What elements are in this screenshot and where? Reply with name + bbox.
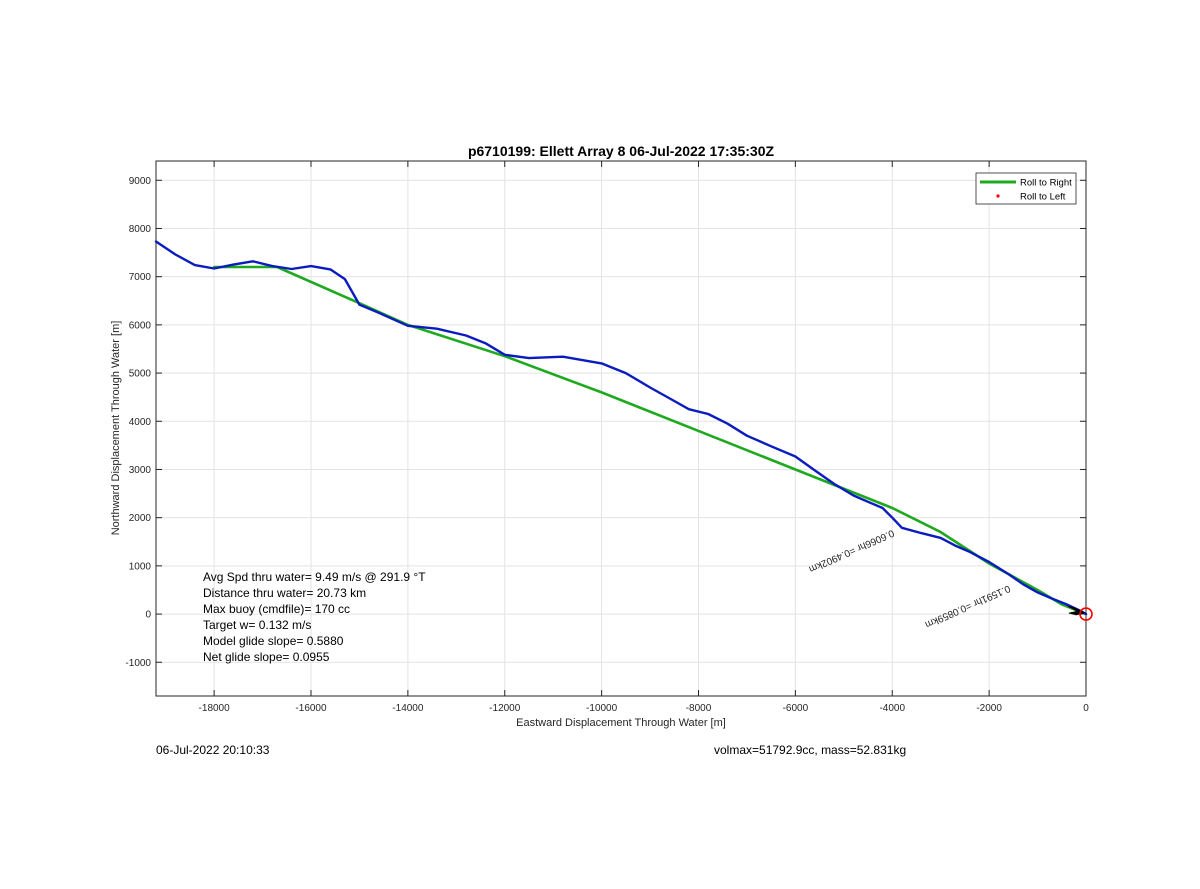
legend-box <box>975 172 1077 205</box>
segment-annotation: 0.1591hr =0.0859km <box>923 582 1012 629</box>
x-tick-label: -10000 <box>586 703 618 714</box>
ticks: -18000 -16000 -14000 -12000 -10000 -8000 -6000… <box>125 161 1089 714</box>
heading-arrow <box>1067 605 1080 614</box>
x-tick-label: -16000 <box>295 703 327 714</box>
chart-title: p6710199: Ellett Array 8 06-Jul-2022 17:… <box>468 143 775 159</box>
legend-swatch-roll-to-left <box>996 194 1000 198</box>
series-line-track <box>154 240 1088 616</box>
series <box>154 240 1088 616</box>
y-tick-label: 8000 <box>129 224 152 235</box>
y-tick-label: 9000 <box>129 176 152 187</box>
y-tick-label: 0 <box>145 610 151 621</box>
stat-model-glide-slope: Model glide slope= 0.5880 <box>203 634 344 648</box>
legend-label-roll-to-right: Roll to Right <box>1020 178 1072 189</box>
y-tick-label: -1000 <box>125 658 151 669</box>
x-tick-label: -12000 <box>489 703 521 714</box>
x-tick-label: -2000 <box>976 703 1002 714</box>
x-tick-label: -8000 <box>686 703 712 714</box>
x-tick-label: -6000 <box>783 703 809 714</box>
segment-annotation: 0.6066hr =0.4902km <box>807 527 896 574</box>
series-line-roll-to-right <box>212 265 1088 616</box>
stat-max-buoy: Max buoy (cmdfile)= 170 cc <box>203 602 350 616</box>
stat-distance: Distance thru water= 20.73 km <box>203 586 366 600</box>
plot-area-frame <box>155 160 1087 697</box>
footer-timestamp: 06-Jul-2022 20:10:33 <box>156 743 270 757</box>
x-tick-label: -4000 <box>879 703 905 714</box>
x-tick-label: 0 <box>1083 703 1089 714</box>
y-tick-label: 1000 <box>129 561 152 572</box>
y-tick-label: 7000 <box>129 272 152 283</box>
y-tick-label: 2000 <box>129 513 152 524</box>
stat-net-glide-slope: Net glide slope= 0.0955 <box>203 650 330 664</box>
stat-target-w: Target w= 0.132 m/s <box>203 618 311 632</box>
y-tick-label: 6000 <box>129 320 152 331</box>
y-tick-label: 3000 <box>129 465 152 476</box>
legend-label-roll-to-left: Roll to Left <box>1020 192 1066 203</box>
x-axis-label: Eastward Displacement Through Water [m] <box>516 717 726 729</box>
x-tick-label: -14000 <box>392 703 424 714</box>
y-axis-label: Northward Displacement Through Water [m] <box>110 321 122 536</box>
end-marker <box>1079 607 1093 621</box>
stat-avg-speed: Avg Spd thru water= 9.49 m/s @ 291.9 °T <box>203 570 426 584</box>
grid <box>156 161 1087 696</box>
y-tick-label: 5000 <box>129 369 152 380</box>
x-tick-label: -18000 <box>199 703 231 714</box>
y-tick-label: 4000 <box>129 417 152 428</box>
footer-vol-mass: volmax=51792.9cc, mass=52.831kg <box>714 743 907 757</box>
legend: Roll to Right Roll to Left <box>975 172 1077 205</box>
stats-block: Avg Spd thru water= 9.49 m/s @ 291.9 °T … <box>203 570 426 664</box>
